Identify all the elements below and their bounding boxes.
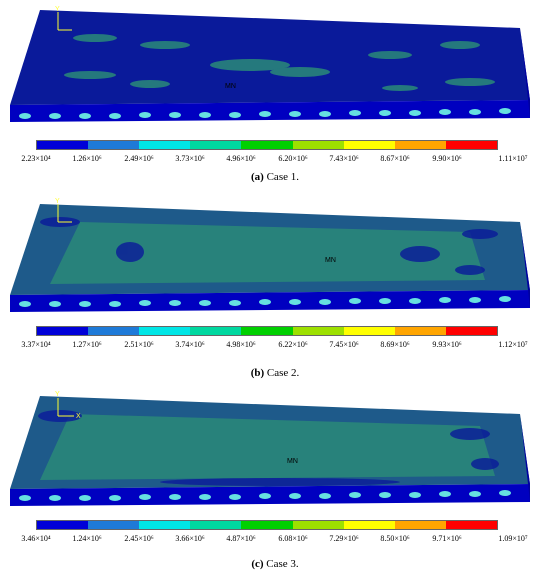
legend-segment [343, 141, 395, 149]
legend-tick: 3.66×10⁶ [175, 534, 205, 543]
legend-tick: 9.93×10⁶ [432, 340, 462, 349]
legend-tick: 1.12×10⁷ [498, 340, 528, 349]
legend-tick: 4.96×10⁶ [226, 154, 256, 163]
legend-tick: 2.23×10⁴ [21, 154, 51, 163]
legend-segment [190, 327, 242, 335]
caption-case-3: (c) Case 3. [0, 558, 550, 570]
mn-marker: MN [225, 83, 236, 90]
mn-marker: MN [325, 257, 336, 264]
caption-text: Case 2. [264, 367, 300, 379]
legend-segment [139, 327, 191, 335]
legend-tick: 2.49×10⁶ [124, 154, 154, 163]
legend-tick: 7.43×10⁶ [329, 154, 359, 163]
legend-segment [139, 521, 191, 529]
legend-tick: 4.98×10⁶ [226, 340, 256, 349]
stress-contour-plot-case-2: Y MN [10, 198, 530, 312]
legend-tick: 3.74×10⁶ [175, 340, 205, 349]
legend-tick: 9.90×10⁶ [432, 154, 462, 163]
caption-case-2: (b) Case 2. [0, 367, 550, 379]
legend-tick: 9.71×10⁶ [432, 534, 462, 543]
slab-top-surface [10, 10, 530, 105]
legend-tick: 1.26×10⁶ [72, 154, 102, 163]
legend-segment [292, 521, 344, 529]
caption-letter: (b) [250, 367, 265, 379]
legend-bar [36, 140, 498, 150]
legend-segment [37, 521, 89, 529]
legend-segment [241, 141, 293, 149]
stress-contour-plot-case-1: Y MN [10, 6, 530, 122]
legend-tick: 6.08×10⁶ [278, 534, 308, 543]
legend-segment [190, 141, 242, 149]
mn-marker: MN [287, 458, 298, 465]
stress-contour-plot-case-3: Y X MN [10, 391, 530, 506]
caption-letter: (a) [251, 171, 264, 183]
panel-case-1: Y MN 2.23×10⁴ 1.26×10⁶ 2.49×10⁶ 3.73×10⁶… [0, 0, 550, 192]
legend-segment [88, 327, 140, 335]
legend-segment [394, 141, 446, 149]
legend-tick-labels: 2.23×10⁴ 1.26×10⁶ 2.49×10⁶ 3.73×10⁶ 4.96… [8, 154, 548, 166]
legend-tick: 8.50×10⁶ [380, 534, 410, 543]
legend-tick: 2.45×10⁶ [124, 534, 154, 543]
legend-tick: 7.45×10⁶ [329, 340, 359, 349]
legend-tick: 2.51×10⁶ [124, 340, 154, 349]
legend-segment [445, 141, 497, 149]
legend-tick: 3.73×10⁶ [175, 154, 205, 163]
legend-segment [292, 327, 344, 335]
caption-text: Case 3. [263, 558, 299, 570]
legend-tick-labels: 3.37×10⁴ 1.27×10⁶ 2.51×10⁶ 3.74×10⁶ 4.98… [8, 340, 548, 352]
legend-tick: 6.20×10⁶ [278, 154, 308, 163]
stress-patches [64, 34, 495, 91]
support-stress-spots [19, 108, 511, 119]
legend-tick: 1.24×10⁶ [72, 534, 102, 543]
legend-bar [36, 520, 498, 530]
legend-tick: 6.22×10⁶ [278, 340, 308, 349]
legend-tick: 1.11×10⁷ [498, 154, 528, 163]
legend-tick: 3.37×10⁴ [21, 340, 51, 349]
legend-bar [36, 326, 498, 336]
legend-segment [445, 521, 497, 529]
legend-tick: 1.27×10⁶ [72, 340, 102, 349]
legend-tick: 7.29×10⁶ [329, 534, 359, 543]
caption-case-1: (a) Case 1. [0, 171, 550, 183]
axis-triad: Y [55, 198, 72, 223]
legend-segment [394, 521, 446, 529]
legend-tick: 8.67×10⁶ [380, 154, 410, 163]
caption-text: Case 1. [263, 171, 299, 183]
slab-inner-region [50, 222, 485, 284]
legend-segment [139, 141, 191, 149]
legend-tick: 3.46×10⁴ [21, 534, 51, 543]
axis-triad: Y [55, 6, 72, 31]
slab-inner-region [40, 414, 495, 480]
panel-case-3: Y X MN 3.46×10⁴ 1.24×10⁶ 2.45×10⁶ 3.66×1… [0, 384, 550, 577]
legend-tick: 4.87×10⁶ [226, 534, 256, 543]
legend-tick: 1.09×10⁷ [498, 534, 528, 543]
panel-case-2: Y MN 3.37×10⁴ 1.27×10⁶ 2.51×10⁶ 3.74×10⁶… [0, 192, 550, 384]
legend-segment [343, 327, 395, 335]
legend-segment [37, 141, 89, 149]
legend-segment [394, 327, 446, 335]
legend-segment [292, 141, 344, 149]
legend-segment [445, 327, 497, 335]
axis-triad: Y X [55, 391, 81, 420]
legend-segment [88, 141, 140, 149]
caption-letter: (c) [251, 558, 264, 570]
support-stress-spots [19, 296, 511, 307]
legend-segment [241, 327, 293, 335]
legend-segment [190, 521, 242, 529]
axis-y-label: Y [55, 391, 60, 398]
legend-segment [343, 521, 395, 529]
axis-y-label: Y [55, 6, 60, 13]
legend-segment [88, 521, 140, 529]
support-stress-spots [19, 490, 511, 501]
axis-x-label: X [76, 413, 81, 420]
axis-y-label: Y [55, 198, 60, 205]
legend-segment [241, 521, 293, 529]
legend-segment [37, 327, 89, 335]
legend-tick: 8.69×10⁶ [380, 340, 410, 349]
legend-tick-labels: 3.46×10⁴ 1.24×10⁶ 2.45×10⁶ 3.66×10⁶ 4.87… [8, 534, 548, 546]
